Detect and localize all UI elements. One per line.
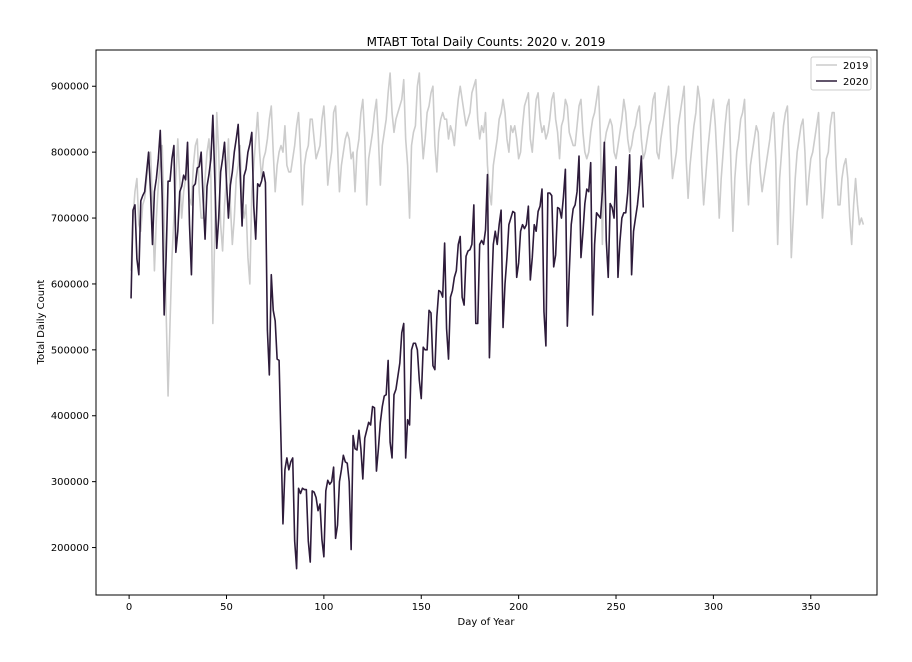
plot-frame <box>95 49 878 596</box>
y-tick-label: 700000 <box>51 214 89 225</box>
y-tick-label: 500000 <box>51 345 89 356</box>
x-tick-label: 350 <box>801 602 820 613</box>
legend-label-2019: 2019 <box>843 61 868 72</box>
x-tick-label: 200 <box>509 602 528 613</box>
y-tick-label: 300000 <box>51 477 89 488</box>
x-tick-label: 0 <box>126 602 132 613</box>
legend: 2019 2020 <box>810 56 872 91</box>
x-tick-label: 150 <box>412 602 431 613</box>
x-tick-label: 50 <box>220 602 233 613</box>
y-tick-label: 600000 <box>51 279 89 290</box>
series-layer <box>130 72 865 570</box>
legend-label-2020: 2020 <box>843 77 868 88</box>
y-axis: 200000 300000 400000 500000 600000 700000 8000… <box>51 82 96 554</box>
x-axis-label: Day of Year <box>458 617 516 628</box>
x-tick-label: 100 <box>314 602 333 613</box>
y-tick-label: 800000 <box>51 148 89 159</box>
y-tick-label: 400000 <box>51 411 89 422</box>
chart-title: MTABT Total Daily Counts: 2020 v. 2019 <box>367 35 606 49</box>
x-tick-label: 300 <box>704 602 723 613</box>
series-line-2019 <box>130 72 865 397</box>
x-axis: 0 50 100 150 200 250 300 350 <box>126 595 820 613</box>
y-tick-label: 200000 <box>51 543 89 554</box>
x-tick-label: 250 <box>606 602 625 613</box>
series-line-2020 <box>130 114 645 570</box>
y-axis-label: Total Daily Count <box>36 280 47 366</box>
y-tick-label: 900000 <box>51 82 89 93</box>
